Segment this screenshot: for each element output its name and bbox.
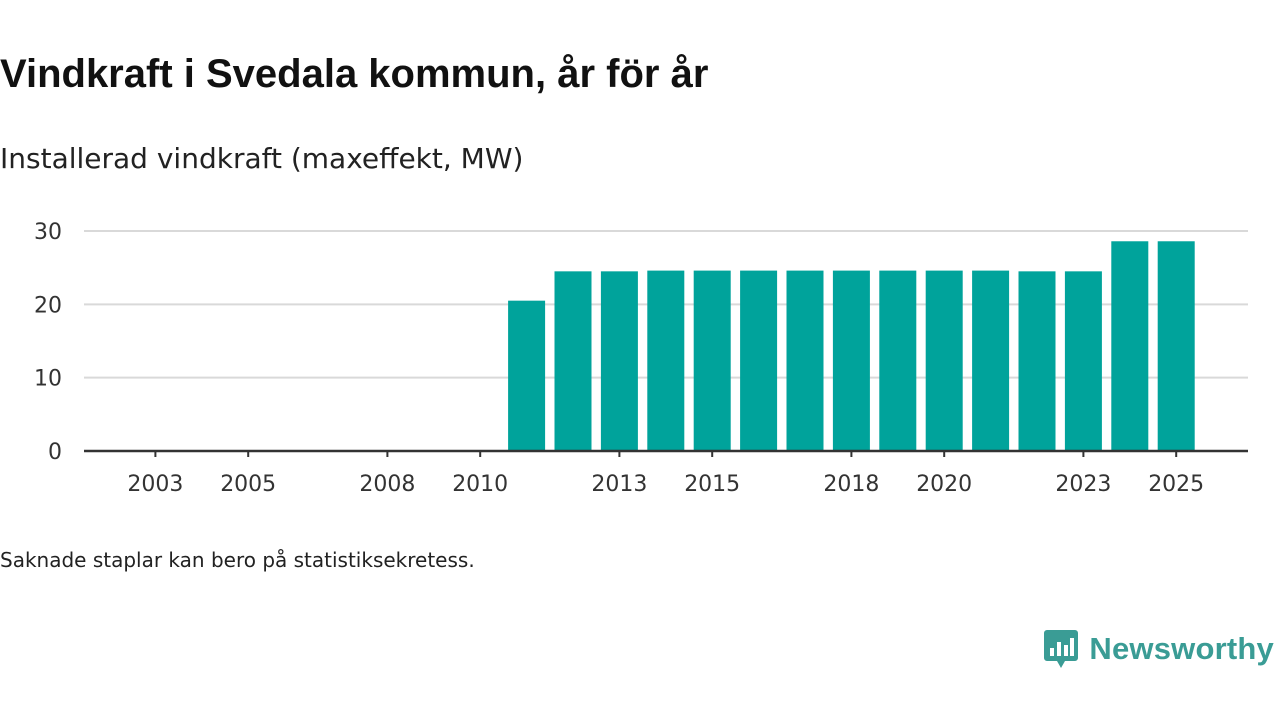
newsworthy-bar-chart-icon	[1044, 630, 1079, 668]
y-tick-label: 10	[34, 367, 62, 392]
bar-2016	[740, 270, 778, 451]
axes: 0 10 20 30 2003 2005 2008 2010 2013 2015 2018 2020 2…	[34, 220, 1248, 497]
footnote: Saknade staplar kan bero på statistiksek…	[0, 548, 475, 572]
bar-2023	[1064, 271, 1102, 451]
bar-2021	[972, 270, 1010, 451]
bar-2011	[508, 300, 546, 451]
y-tick-label: 0	[48, 440, 62, 465]
bar-2024	[1111, 241, 1149, 451]
chart-title: Vindkraft i Svedala kommun, år för år	[0, 52, 709, 96]
x-tick-label: 2010	[452, 472, 508, 497]
bar-2025	[1157, 241, 1195, 451]
brand-name: Newsworthy	[1089, 631, 1274, 666]
x-tick-label: 2020	[916, 472, 972, 497]
x-tick-label: 2005	[220, 472, 276, 497]
bar-2019	[879, 270, 917, 451]
x-tick-label: 2008	[359, 472, 415, 497]
x-tick-label: 2023	[1055, 472, 1111, 497]
chart-subtitle: Installerad vindkraft (maxeffekt, MW)	[0, 142, 524, 175]
bar-2013	[600, 271, 638, 451]
bar-2020	[925, 270, 963, 451]
x-tick-label: 2025	[1148, 472, 1204, 497]
bar-2012	[554, 271, 592, 451]
bar-2022	[1018, 271, 1056, 451]
x-tick-label: 2018	[823, 472, 879, 497]
bar-2017	[786, 270, 824, 451]
y-tick-label: 20	[34, 293, 62, 318]
y-tick-label: 30	[34, 220, 62, 245]
x-tick-label: 2015	[684, 472, 740, 497]
bars	[508, 241, 1195, 451]
x-tick-label: 2013	[591, 472, 647, 497]
bar-2014	[647, 270, 685, 451]
brand-logo: Newsworthy	[1043, 628, 1274, 670]
x-tick-label: 2003	[127, 472, 183, 497]
bar-2015	[693, 270, 731, 451]
bar-2018	[832, 270, 870, 451]
bar-chart: 0 10 20 30 2003 2005 2008 2010 2013 2015 2018 2020 2…	[34, 220, 1248, 497]
